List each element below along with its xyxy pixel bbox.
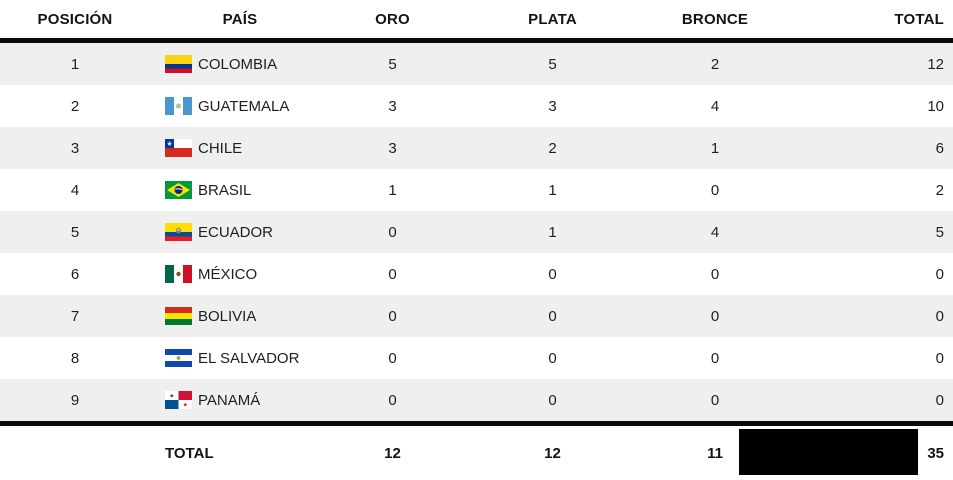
table-row: 2 GUATEMALA 3 3 4 10 (0, 85, 953, 127)
country-label: BOLIVIA (198, 307, 257, 325)
brasil-flag-icon (165, 181, 192, 199)
total-cell: 0 (935, 391, 944, 409)
footer-rule (0, 421, 953, 426)
panama-flag-icon (165, 391, 192, 409)
footer-gold-total: 12 (384, 444, 401, 462)
country-label: PANAMÁ (198, 391, 261, 409)
country-cell: BRASIL (150, 181, 330, 199)
country-cell: PANAMÁ (150, 391, 330, 409)
bronze-cell: 2 (710, 55, 720, 73)
silver-cell: 5 (548, 55, 557, 73)
country-label: COLOMBIA (198, 55, 278, 73)
total-cell: 0 (935, 265, 944, 283)
gold-cell: 0 (388, 391, 397, 409)
gold-cell: 1 (388, 181, 397, 199)
silver-cell: 0 (548, 265, 557, 283)
position-cell: 8 (70, 349, 80, 367)
chile-flag-icon (165, 139, 192, 157)
table-footer-row: TOTAL 12 12 11 35 (0, 426, 953, 480)
position-cell: 4 (70, 181, 80, 199)
header-rule (0, 38, 953, 43)
table-header-row: POSICIÓN PAÍS ORO PLATA BRONCE TOTAL (0, 0, 953, 38)
column-header-total: TOTAL (894, 10, 944, 28)
column-header-gold: ORO (375, 10, 410, 28)
table-row: 8 EL SALVADOR 0 0 0 0 (0, 337, 953, 379)
table-body: 1 COLOMBIA 5 5 2 12 2 GUATEMALA 3 3 4 10 3 CHILE 3 2 1 6 4… (0, 43, 953, 421)
country-label: BRASIL (198, 181, 252, 199)
country-label: EL SALVADOR (198, 349, 300, 367)
total-cell: 6 (935, 139, 944, 157)
mexico-flag-icon (165, 265, 192, 283)
silver-cell: 1 (548, 223, 557, 241)
bronze-cell: 0 (710, 181, 720, 199)
silver-cell: 0 (548, 307, 557, 325)
footer-bronze-total: 11 (707, 444, 723, 462)
country-label: CHILE (198, 139, 243, 157)
position-cell: 2 (70, 97, 80, 115)
gold-cell: 0 (388, 349, 397, 367)
column-header-bronze: BRONCE (681, 10, 749, 28)
table-row: 5 ECUADOR 0 1 4 5 (0, 211, 953, 253)
bronze-cell: 0 (710, 391, 720, 409)
column-header-silver: PLATA (528, 10, 577, 28)
ecuador-flag-icon (165, 223, 192, 241)
country-cell: EL SALVADOR (150, 349, 330, 367)
country-label: GUATEMALA (198, 97, 290, 115)
colombia-flag-icon (165, 55, 192, 73)
silver-cell: 0 (548, 349, 557, 367)
gold-cell: 0 (388, 307, 397, 325)
position-cell: 9 (70, 391, 80, 409)
country-label: ECUADOR (198, 223, 274, 241)
guatemala-flag-icon (165, 97, 192, 115)
country-label: MÉXICO (198, 265, 258, 283)
bolivia-flag-icon (165, 307, 192, 325)
country-cell: CHILE (150, 139, 330, 157)
total-cell: 5 (935, 223, 944, 241)
silver-cell: 3 (548, 97, 557, 115)
country-cell: ECUADOR (150, 223, 330, 241)
gold-cell: 0 (388, 223, 397, 241)
bronze-cell: 4 (710, 97, 720, 115)
country-cell: MÉXICO (150, 265, 330, 283)
redaction-box (739, 429, 918, 475)
position-cell: 1 (70, 55, 80, 73)
gold-cell: 3 (388, 97, 397, 115)
country-cell: GUATEMALA (150, 97, 330, 115)
gold-cell: 0 (388, 265, 397, 283)
bronze-cell: 0 (710, 307, 720, 325)
table-row: 4 BRASIL 1 1 0 2 (0, 169, 953, 211)
bronze-cell: 1 (710, 139, 720, 157)
total-cell: 12 (927, 55, 944, 73)
total-cell: 2 (935, 181, 944, 199)
table-row: 1 COLOMBIA 5 5 2 12 (0, 43, 953, 85)
column-header-position: POSICIÓN (37, 10, 113, 28)
table-row: 7 BOLIVIA 0 0 0 0 (0, 295, 953, 337)
footer-grand-total: 35 (927, 444, 944, 462)
column-header-country: PAÍS (222, 10, 258, 28)
total-cell: 10 (927, 97, 944, 115)
gold-cell: 3 (388, 139, 397, 157)
country-cell: COLOMBIA (150, 55, 330, 73)
table-row: 9 PANAMÁ 0 0 0 0 (0, 379, 953, 421)
bronze-cell: 0 (710, 349, 720, 367)
bronze-cell: 0 (710, 265, 720, 283)
position-cell: 5 (70, 223, 80, 241)
table-row: 6 MÉXICO 0 0 0 0 (0, 253, 953, 295)
bronze-cell: 4 (710, 223, 720, 241)
total-cell: 0 (935, 349, 944, 367)
silver-cell: 1 (548, 181, 557, 199)
total-cell: 0 (935, 307, 944, 325)
gold-cell: 5 (388, 55, 397, 73)
silver-cell: 2 (548, 139, 557, 157)
country-cell: BOLIVIA (150, 307, 330, 325)
table-row: 3 CHILE 3 2 1 6 (0, 127, 953, 169)
position-cell: 3 (70, 139, 80, 157)
el-salvador-flag-icon (165, 349, 192, 367)
footer-silver-total: 12 (544, 444, 561, 462)
footer-label: TOTAL (165, 444, 214, 462)
position-cell: 7 (70, 307, 80, 325)
position-cell: 6 (70, 265, 80, 283)
silver-cell: 0 (548, 391, 557, 409)
